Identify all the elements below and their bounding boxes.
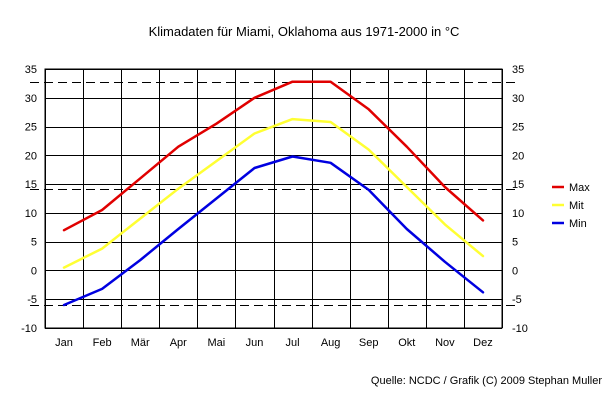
y-tick-label-left: 5 [31, 237, 37, 249]
source-credit: Quelle: NCDC / Grafik (C) 2009 Stephan M… [371, 375, 602, 387]
y-tick-label-right: 15 [512, 179, 524, 191]
y-tick-label-left: 25 [25, 122, 37, 134]
series-line-min [62, 155, 485, 307]
x-tick-label: Jun [246, 337, 264, 349]
x-tick-label: Dez [473, 337, 493, 349]
series-line-max [62, 80, 485, 232]
y-tick-label-left: -10 [21, 323, 37, 335]
legend-label-min: Min [569, 218, 587, 230]
y-tick-label-right: 10 [512, 208, 524, 220]
x-tick-label: Feb [93, 337, 112, 349]
y-tick-label-right: 20 [512, 150, 524, 162]
y-tick-label-right: -5 [512, 294, 522, 306]
y-tick-label-left: 35 [25, 64, 37, 76]
chart-title: Klimadaten für Miami, Oklahoma aus 1971-… [149, 24, 460, 39]
y-tick-label-left: 30 [25, 93, 37, 105]
y-tick-label-left: 0 [31, 265, 37, 277]
y-tick-label-right: 35 [512, 64, 524, 76]
y-tick-label-left: 15 [25, 179, 37, 191]
y-tick-label-right: 25 [512, 122, 524, 134]
grid-layer [44, 68, 503, 329]
y-tick-label-right: 5 [512, 237, 518, 249]
y-tick-label-right: 30 [512, 93, 524, 105]
x-tick-label: Apr [170, 337, 187, 349]
y-tick-label-left: -5 [27, 294, 37, 306]
y-tick-label-left: 10 [25, 208, 37, 220]
x-tick-label: Jul [286, 337, 300, 349]
x-tick-label: Jan [55, 337, 73, 349]
y-tick-label-right: -10 [512, 323, 528, 335]
x-tick-label: Nov [435, 337, 455, 349]
x-tick-label: Aug [321, 337, 341, 349]
legend-label-max: Max [569, 182, 590, 194]
x-tick-label: Mär [131, 337, 150, 349]
x-tick-label: Okt [398, 337, 415, 349]
y-tick-label-right: 0 [512, 265, 518, 277]
legend: Max Mit Min [552, 182, 590, 230]
x-tick-label: Sep [359, 337, 379, 349]
series-line-mit [62, 117, 485, 269]
legend-label-mit: Mit [569, 200, 584, 212]
axis-labels: -10 -10 -5 -5 0 0 5 5 10 10 15 15 20 20 25 25 30 30 35 35 Ja… [21, 64, 528, 349]
series-layer [62, 80, 485, 307]
x-tick-label: Mai [208, 337, 226, 349]
reference-lines [30, 82, 515, 306]
y-tick-label-left: 20 [25, 150, 37, 162]
plot-frame [44, 68, 503, 329]
